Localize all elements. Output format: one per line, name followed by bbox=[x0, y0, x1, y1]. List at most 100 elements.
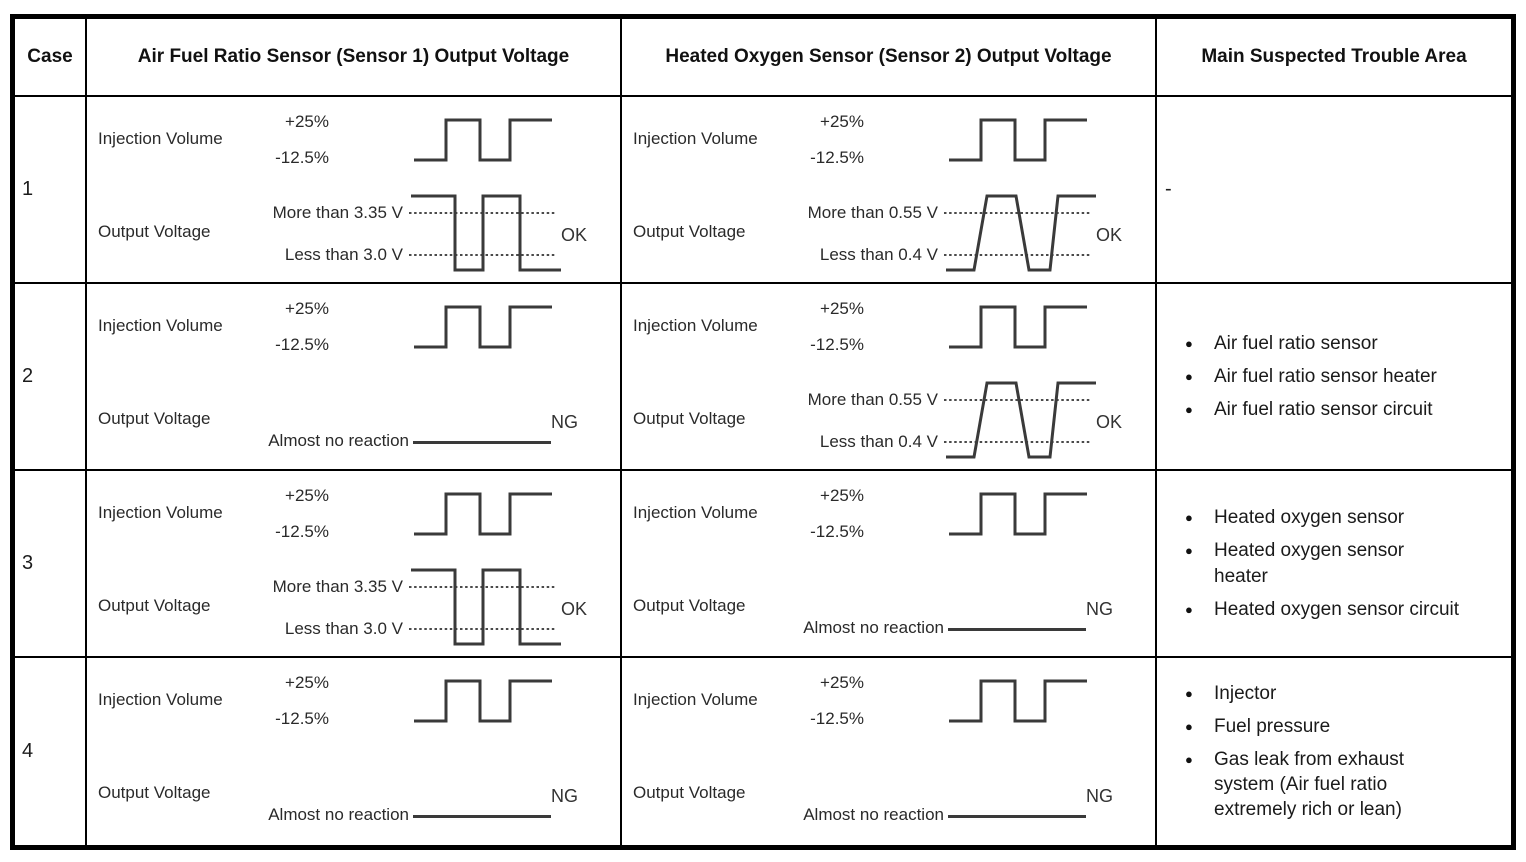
injection-volume-label: Injection Volume bbox=[633, 129, 758, 148]
result-badge: NG bbox=[1086, 786, 1113, 806]
trouble-text: Gas leak from exhaust system (Air fuel r… bbox=[1214, 748, 1405, 821]
trouble-text: Air fuel ratio sensor bbox=[1214, 332, 1378, 354]
o2-sensor-output-waveform bbox=[944, 381, 1096, 459]
bullet-icon: ● bbox=[1185, 335, 1193, 351]
injection-high-level: +25% bbox=[820, 112, 864, 131]
bullet-icon: ● bbox=[1185, 718, 1193, 734]
bullet-icon: ● bbox=[1185, 685, 1193, 701]
result-badge: NG bbox=[551, 786, 578, 806]
injection-low-level: -12.5% bbox=[275, 709, 329, 728]
result-badge: OK bbox=[1096, 412, 1123, 432]
injection-low-level: -12.5% bbox=[810, 709, 864, 728]
list-item: ● Heated oxygen sensor bbox=[1183, 505, 1459, 530]
injection-low-level: -12.5% bbox=[275, 522, 329, 541]
injection-volume-label: Injection Volume bbox=[98, 316, 223, 335]
injection-volume-label: Injection Volume bbox=[98, 503, 223, 522]
trouble-text: Air fuel ratio sensor circuit bbox=[1214, 399, 1433, 421]
output-voltage-label: Output Voltage bbox=[98, 222, 211, 241]
result-badge: NG bbox=[551, 412, 578, 432]
list-item: ● Air fuel ratio sensor heater bbox=[1183, 364, 1459, 389]
case-number-4: 4 bbox=[15, 658, 87, 845]
injection-low-level: -12.5% bbox=[810, 522, 864, 541]
trouble-text: Fuel pressure bbox=[1214, 715, 1331, 737]
threshold-high-label: More than 0.55 V bbox=[807, 390, 938, 409]
injection-volume-label: Injection Volume bbox=[98, 690, 223, 709]
output-voltage-label: Output Voltage bbox=[633, 783, 746, 802]
bullet-icon: ● bbox=[1185, 751, 1193, 767]
bullet-icon: ● bbox=[1185, 368, 1193, 384]
case-number-2: 2 bbox=[15, 284, 87, 471]
injection-low-level: -12.5% bbox=[810, 335, 864, 354]
result-badge: OK bbox=[1096, 225, 1123, 245]
bullet-icon: ● bbox=[1185, 601, 1193, 617]
injection-square-wave bbox=[949, 679, 1087, 723]
threshold-high-label: More than 3.35 V bbox=[272, 203, 403, 222]
header-trouble: Main Suspected Trouble Area bbox=[1157, 19, 1511, 97]
injection-high-level: +25% bbox=[820, 299, 864, 318]
injection-high-level: +25% bbox=[285, 112, 329, 131]
trouble-dash: - bbox=[1165, 178, 1172, 200]
sensor2-cell-case3: Injection Volume +25% -12.5% Output Volt… bbox=[622, 471, 1157, 658]
af-sensor-output-waveform bbox=[409, 568, 561, 646]
flat-line-waveform bbox=[413, 441, 551, 444]
output-voltage-label: Output Voltage bbox=[633, 222, 746, 241]
no-reaction-label: Almost no reaction bbox=[803, 805, 944, 824]
o2-sensor-output-waveform bbox=[944, 194, 1096, 272]
bullet-icon: ● bbox=[1185, 510, 1193, 526]
sensor1-cell-case2: Injection Volume +25% -12.5% Output Volt… bbox=[87, 284, 622, 471]
bullet-icon: ● bbox=[1185, 402, 1193, 418]
injection-volume-label: Injection Volume bbox=[633, 316, 758, 335]
injection-square-wave bbox=[414, 679, 552, 723]
injection-square-wave bbox=[949, 118, 1087, 162]
trouble-cell-case2: ● Air fuel ratio sensor ● Air fuel ratio s… bbox=[1157, 284, 1511, 471]
list-item: ● Fuel pressure bbox=[1183, 714, 1459, 739]
injection-low-level: -12.5% bbox=[275, 335, 329, 354]
injection-square-wave bbox=[414, 492, 552, 536]
list-item: ● Air fuel ratio sensor bbox=[1183, 331, 1459, 356]
injection-high-level: +25% bbox=[285, 673, 329, 692]
bullet-icon: ● bbox=[1185, 543, 1193, 559]
injection-high-level: +25% bbox=[820, 486, 864, 505]
sensor1-cell-case1: Injection Volume +25% -12.5% Output Volt… bbox=[87, 97, 622, 284]
injection-square-wave bbox=[414, 118, 552, 162]
diagnostic-table: Case Air Fuel Ratio Sensor (Sensor 1) Ou… bbox=[10, 14, 1516, 850]
result-badge: OK bbox=[561, 225, 588, 245]
output-voltage-label: Output Voltage bbox=[98, 596, 211, 615]
output-voltage-label: Output Voltage bbox=[98, 783, 211, 802]
trouble-cell-case4: ● Injector ● Fuel pressure ● Gas leak from … bbox=[1157, 658, 1511, 845]
threshold-low-label: Less than 0.4 V bbox=[819, 245, 938, 264]
no-reaction-label: Almost no reaction bbox=[268, 431, 409, 450]
sensor2-cell-case2: Injection Volume +25% -12.5% Output Volt… bbox=[622, 284, 1157, 471]
injection-square-wave bbox=[414, 305, 552, 349]
no-reaction-label: Almost no reaction bbox=[803, 618, 944, 637]
header-sensor2: Heated Oxygen Sensor (Sensor 2) Output V… bbox=[622, 19, 1157, 97]
threshold-low-label: Less than 3.0 V bbox=[284, 619, 403, 638]
trouble-cell-case1: - bbox=[1157, 97, 1511, 284]
list-item: ● Gas leak from exhaust system (Air fuel … bbox=[1183, 747, 1459, 822]
case-number-3: 3 bbox=[15, 471, 87, 658]
case-number-1: 1 bbox=[15, 97, 87, 284]
trouble-cell-case3: ● Heated oxygen sensor ● Heated oxygen sen… bbox=[1157, 471, 1511, 658]
result-badge: NG bbox=[1086, 599, 1113, 619]
threshold-high-label: More than 3.35 V bbox=[272, 577, 403, 596]
list-item: ● Heated oxygen sensor circuit bbox=[1183, 597, 1459, 622]
output-voltage-label: Output Voltage bbox=[633, 596, 746, 615]
injection-square-wave bbox=[949, 305, 1087, 349]
injection-high-level: +25% bbox=[820, 673, 864, 692]
sensor2-cell-case4: Injection Volume +25% -12.5% Output Volt… bbox=[622, 658, 1157, 845]
injection-volume-label: Injection Volume bbox=[633, 503, 758, 522]
threshold-low-label: Less than 0.4 V bbox=[819, 432, 938, 451]
flat-line-waveform bbox=[948, 815, 1086, 818]
trouble-text: Air fuel ratio sensor heater bbox=[1214, 365, 1437, 387]
trouble-text: Injector bbox=[1214, 682, 1277, 704]
header-case: Case bbox=[15, 19, 87, 97]
header-sensor1: Air Fuel Ratio Sensor (Sensor 1) Output … bbox=[87, 19, 622, 97]
injection-volume-label: Injection Volume bbox=[98, 129, 223, 148]
injection-volume-label: Injection Volume bbox=[633, 690, 758, 709]
list-item: ● Injector bbox=[1183, 681, 1459, 706]
flat-line-waveform bbox=[413, 815, 551, 818]
list-item: ● Air fuel ratio sensor circuit bbox=[1183, 397, 1459, 422]
injection-high-level: +25% bbox=[285, 486, 329, 505]
sensor2-cell-case1: Injection Volume +25% -12.5% Output Volt… bbox=[622, 97, 1157, 284]
af-sensor-output-waveform bbox=[409, 194, 561, 272]
